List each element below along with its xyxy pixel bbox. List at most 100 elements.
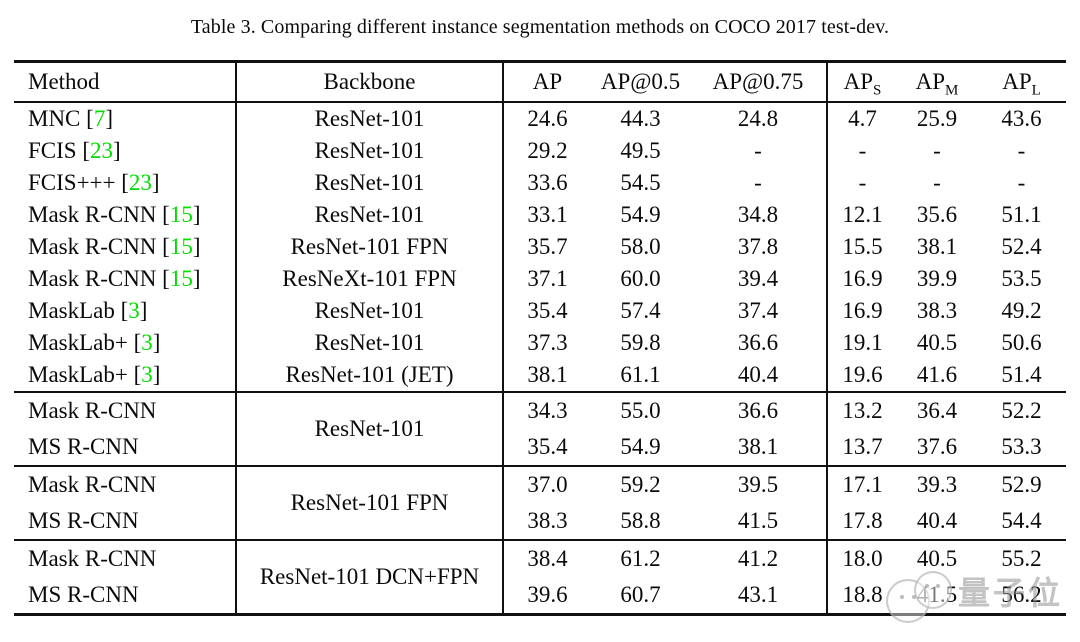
metric-value: - <box>858 138 867 163</box>
metric-value: 60.0 <box>620 266 661 291</box>
col-header-ap-l: APL <box>977 61 1066 103</box>
table-caption: Table 3. Comparing different instance se… <box>190 16 890 38</box>
method-name: Mask R-CNN <box>28 234 157 259</box>
citation-link[interactable]: 3 <box>141 330 153 355</box>
table-row: MS R-CNN 38.3 58.8 41.5 17.8 40.4 54.4 <box>14 503 1066 540</box>
metric-value: 37.3 <box>527 330 568 355</box>
method-cell: MaskLab+ [3] <box>14 327 237 359</box>
metric-value: 24.6 <box>527 106 568 131</box>
metric-value: 15.5 <box>842 234 883 259</box>
method-cell: Mask R-CNN <box>14 539 237 577</box>
citation-link[interactable]: 15 <box>169 266 193 291</box>
metric-value: 54.5 <box>620 170 661 195</box>
table-row: MNC [7] ResNet-101 24.6 44.3 24.8 4.7 25.9 43.6 <box>14 102 1066 135</box>
metric-value: 36.4 <box>897 391 977 429</box>
metric-value: 38.3 <box>527 508 568 533</box>
method-cell: MNC [7] <box>14 102 237 135</box>
ap-m-base: AP <box>915 69 946 94</box>
metric-value: 55.2 <box>977 539 1066 577</box>
method-cell: Mask R-CNN <box>14 391 237 429</box>
method-cell: MS R-CNN <box>14 503 237 540</box>
metric-value: 54.9 <box>620 434 661 459</box>
metric-value: - <box>1017 138 1026 163</box>
metric-value: 34.3 <box>503 391 591 429</box>
citation-link[interactable]: 7 <box>93 106 106 131</box>
metric-value: 51.4 <box>1001 362 1042 387</box>
backbone-cell-merged: ResNet-101 DCN+FPN <box>236 539 504 615</box>
metric-value: 59.8 <box>620 330 661 355</box>
method-name: MaskLab+ <box>28 330 128 355</box>
method-name: FCIS <box>28 138 77 163</box>
method-name: Mask R-CNN <box>28 202 157 227</box>
metric-value: 40.4 <box>916 508 958 533</box>
metric-value: 35.4 <box>527 434 568 459</box>
metric-value: 43.1 <box>690 577 828 615</box>
method-name: Mask R-CNN <box>28 398 157 423</box>
metric-value: 36.6 <box>690 391 828 429</box>
metric-value: 39.6 <box>527 582 568 607</box>
method-name: MaskLab <box>28 298 115 323</box>
metric-value: 40.5 <box>916 330 958 355</box>
col-header-ap75: AP@0.75 <box>690 61 828 103</box>
metric-value: - <box>690 167 828 199</box>
method-name: MaskLab+ <box>28 362 128 387</box>
table-row: FCIS+++ [23] ResNet-101 33.6 54.5 - - - - <box>14 167 1066 199</box>
backbone-cell: ResNet-101 <box>236 327 504 359</box>
method-name: Mask R-CNN <box>28 546 157 571</box>
metric-value: 38.1 <box>690 429 828 466</box>
method-cell: Mask R-CNN [15] <box>14 199 237 231</box>
metric-value: 35.7 <box>527 234 568 259</box>
metric-value: 4.7 <box>848 106 877 131</box>
metric-value: 37.8 <box>690 231 828 263</box>
method-name: MS R-CNN <box>28 582 139 607</box>
citation-link[interactable]: 23 <box>128 170 152 195</box>
citation-link[interactable]: 15 <box>169 234 193 259</box>
ap-s-subscript: S <box>873 82 882 99</box>
table-row: Mask R-CNN ResNet-101 DCN+FPN 38.4 61.2 41.2… <box>14 539 1066 615</box>
backbone-cell: ResNet-101 <box>236 295 504 327</box>
method-cell: MaskLab [3] <box>14 295 237 327</box>
backbone-cell-merged: ResNet-101 FPN <box>236 465 504 540</box>
metric-value: 40.4 <box>690 359 828 392</box>
method-cell: MS R-CNN <box>14 429 237 466</box>
backbone-cell: ResNet-101 FPN <box>236 231 504 263</box>
metric-value: 18.8 <box>842 582 883 607</box>
metric-value: 37.4 <box>690 295 828 327</box>
metric-value: 39.4 <box>690 263 828 295</box>
metric-value: 41.2 <box>690 539 828 577</box>
backbone-cell: ResNet-101 (JET) <box>236 359 504 392</box>
metric-value: 51.1 <box>1001 202 1042 227</box>
metric-value: 53.3 <box>1001 434 1042 459</box>
metric-value: 38.1 <box>916 234 958 259</box>
ap-l-base: AP <box>1002 69 1032 94</box>
metric-value: 35.6 <box>916 202 958 227</box>
method-name: MNC <box>28 106 81 131</box>
metric-value: 16.9 <box>842 266 883 291</box>
citation-link[interactable]: 23 <box>90 138 114 163</box>
backbone-cell: ResNet-101 <box>236 199 504 231</box>
metric-value: 37.1 <box>527 266 568 291</box>
page: Table 3. Comparing different instance se… <box>0 16 1080 642</box>
metric-value: 39.5 <box>690 465 828 503</box>
method-cell: FCIS+++ [23] <box>14 167 237 199</box>
metric-value: 17.1 <box>827 465 897 503</box>
metric-value: 19.6 <box>842 362 883 387</box>
metric-value: 35.4 <box>527 298 568 323</box>
metric-value: 37.0 <box>503 465 591 503</box>
metric-value: 16.9 <box>842 298 883 323</box>
method-cell: Mask R-CNN [15] <box>14 231 237 263</box>
metric-value: 43.6 <box>1001 106 1042 131</box>
citation-link[interactable]: 3 <box>128 298 140 323</box>
metric-value: 18.0 <box>827 539 897 577</box>
metric-value: 25.9 <box>916 106 958 131</box>
citation-link[interactable]: 15 <box>169 202 193 227</box>
metric-value: 38.1 <box>527 362 568 387</box>
backbone-cell: ResNeXt-101 FPN <box>236 263 504 295</box>
metric-value: 55.0 <box>591 391 690 429</box>
metric-value: 59.2 <box>591 465 690 503</box>
col-header-backbone: Backbone <box>236 61 504 103</box>
table-row: Mask R-CNN [15] ResNet-101 FPN 35.7 58.0 37.… <box>14 231 1066 263</box>
method-name: MS R-CNN <box>28 434 139 459</box>
citation-link[interactable]: 3 <box>141 362 153 387</box>
table-row: Mask R-CNN [15] ResNeXt-101 FPN 37.1 60.0 39… <box>14 263 1066 295</box>
